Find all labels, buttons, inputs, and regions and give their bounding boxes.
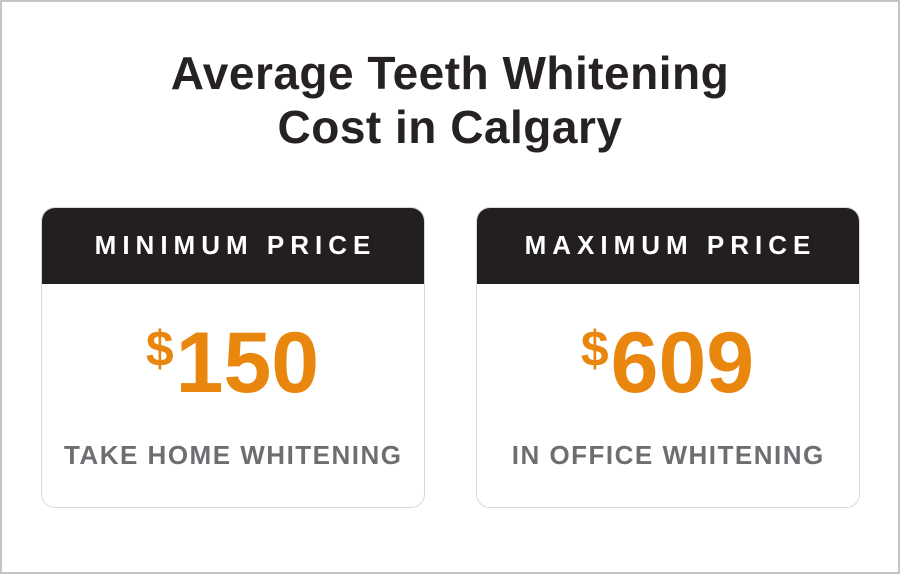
page-title-line-2: Cost in Calgary (277, 101, 623, 154)
minimum-price-sublabel: TAKE HOME WHITENING (63, 439, 403, 470)
minimum-price-amount: 150 (175, 314, 320, 411)
maximum-price-sublabel: IN OFFICE WHITENING (511, 439, 825, 470)
minimum-price-currency-symbol: $ (145, 320, 174, 377)
minimum-price-card-header: MINIMUM PRICE (41, 207, 424, 284)
price-cards-row: MINIMUM PRICE $150 TAKE HOME WHITENING M… (2, 206, 898, 508)
page-title-line-1: Average Teeth Whitening (170, 47, 730, 99)
maximum-price-header-label: MAXIMUM PRICE (524, 230, 817, 261)
minimum-price-card-body: $150 TAKE HOME WHITENING (42, 284, 424, 507)
minimum-price-card: MINIMUM PRICE $150 TAKE HOME WHITENING (40, 206, 425, 508)
maximum-price-card-body: $609 IN OFFICE WHITENING (477, 284, 859, 507)
maximum-price-card: MAXIMUM PRICE $609 IN OFFICE WHITENING (475, 206, 860, 508)
page-title: Average Teeth Whitening Cost in Calgary (2, 46, 898, 155)
maximum-price-currency-symbol: $ (580, 320, 609, 377)
maximum-price-amount: 609 (610, 314, 755, 411)
minimum-price-value: $150 (146, 320, 319, 418)
minimum-price-header-label: MINIMUM PRICE (94, 230, 377, 261)
maximum-price-card-header: MAXIMUM PRICE (476, 207, 859, 284)
maximum-price-value: $609 (581, 320, 754, 418)
